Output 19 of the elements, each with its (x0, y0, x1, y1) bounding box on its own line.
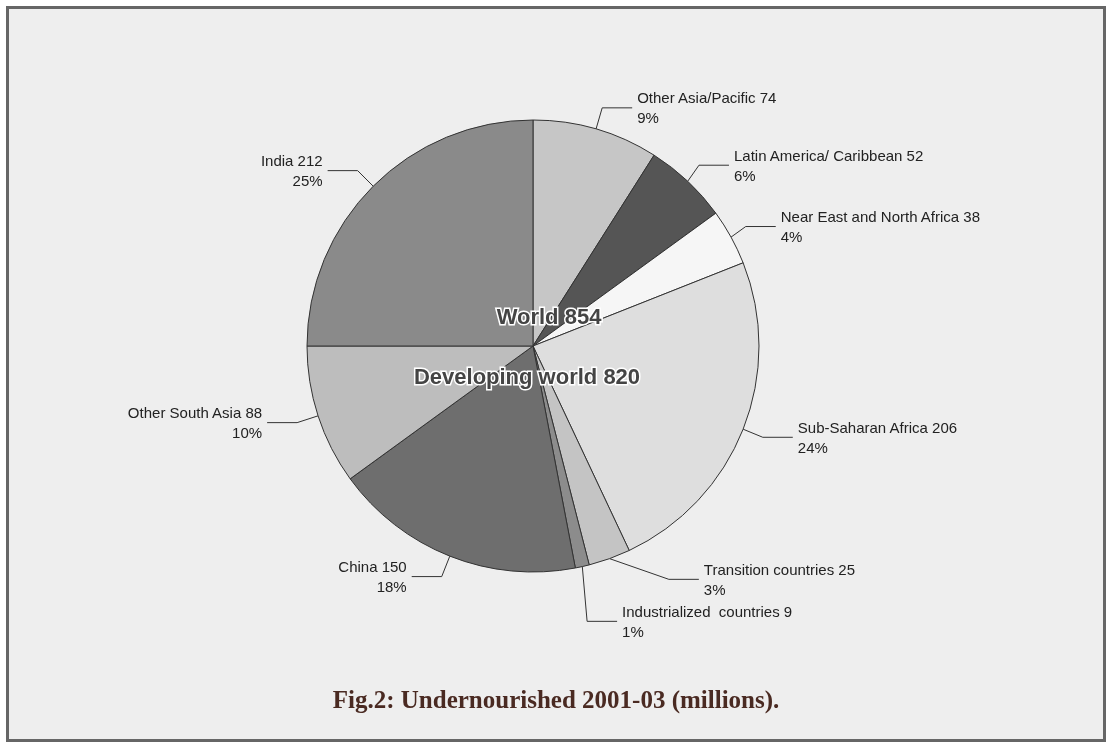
data-label: 24% (797, 438, 828, 456)
data-label: 3% (703, 580, 726, 598)
slice-label: Other Asia/Pacific 74 (637, 89, 777, 107)
slice-label: Transition countries 25 (703, 560, 856, 578)
slice-label: Near East and North Africa 38 (780, 208, 981, 226)
data-label: 1% (622, 622, 644, 640)
slice-label: India 212 (260, 152, 323, 170)
data-label: 6% (733, 166, 756, 184)
text: Fig.2: Undernourished 2001-03 (millions). (332, 686, 780, 714)
slice-label: China 150 (338, 558, 407, 576)
slice-label: Latin America/ Caribbean 52 (733, 146, 924, 164)
slice-label: Industrialized countries 9 (622, 602, 793, 620)
data-label: 10% (232, 424, 263, 442)
slice-label: Sub-Saharan Africa 206 (797, 418, 958, 436)
slice-label: Other South Asia 88 (127, 404, 263, 422)
data-label: 18% (376, 578, 407, 596)
data-label: 9% (637, 109, 659, 127)
data-label: 4% (780, 228, 803, 246)
data-label: 25% (292, 172, 323, 190)
